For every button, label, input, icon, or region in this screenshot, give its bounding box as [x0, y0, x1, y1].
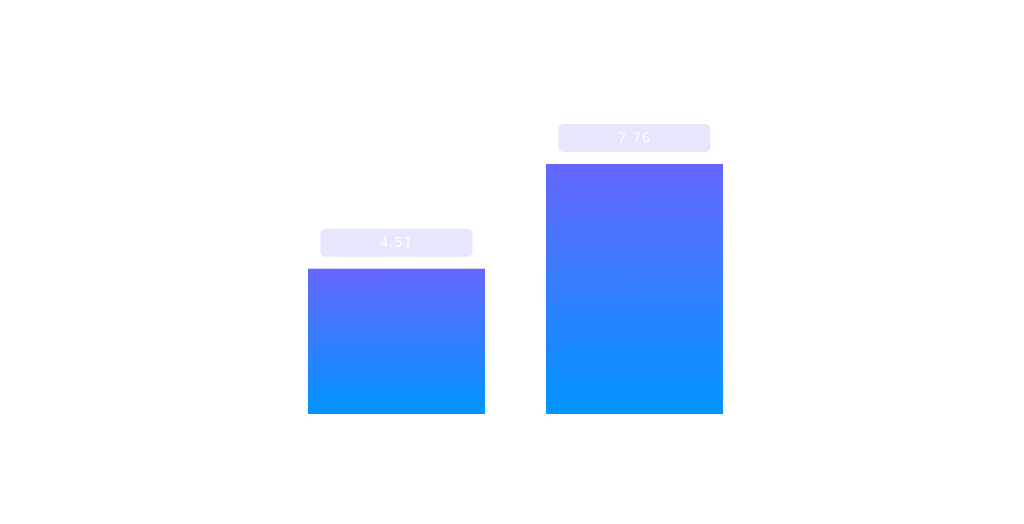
plot-area: 4.51 7.76: [308, 124, 723, 414]
data-label-1: 4.51: [380, 236, 413, 251]
value-label-background-2: [558, 124, 711, 152]
value-label-background-1: [320, 228, 473, 257]
bar-1: [308, 268, 485, 414]
bar-2: [546, 164, 723, 414]
data-label-2: 7.76: [618, 132, 651, 147]
